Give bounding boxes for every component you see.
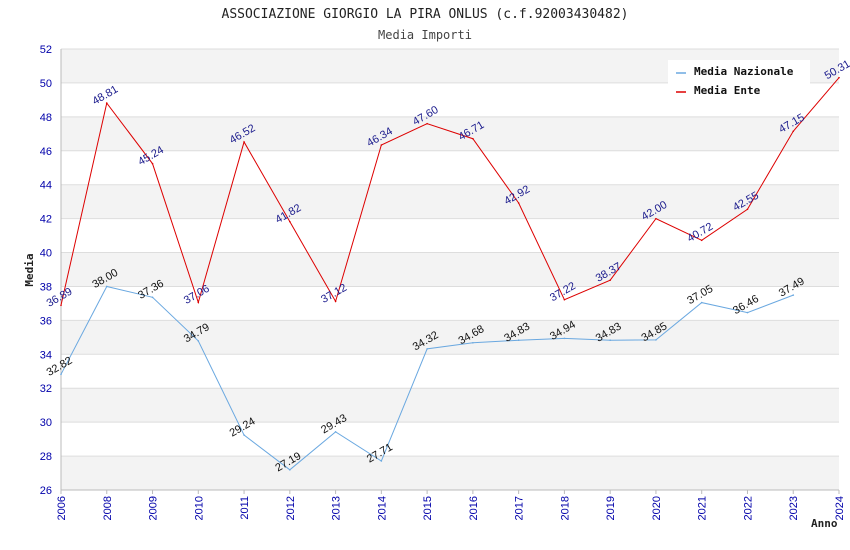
data-point-media-ente [700,239,703,242]
x-tick-label: 2017 [514,496,526,520]
x-tick-label: 2008 [102,496,114,520]
x-tick-label: 2015 [422,496,434,520]
x-tick-label: 2024 [834,496,846,520]
grid-band [61,218,839,253]
axes [60,49,839,491]
x-tick-label: 2012 [285,496,297,520]
data-point-media-nazionale [472,341,474,344]
x-tick-label: 2009 [148,496,160,520]
x-tick-label: 2016 [468,496,480,520]
data-point-media-ente [334,300,337,303]
data-point-media-ente [380,144,383,146]
data-point-media-nazionale [380,460,383,462]
grid-band [61,252,839,287]
data-point-media-ente [746,208,749,211]
y-tick-label: 46 [40,146,52,158]
data-point-media-ente [151,162,154,165]
y-tick-label: 30 [40,417,52,429]
chart-title: ASSOCIAZIONE GIORGIO LA PIRA ONLUS (c.f.… [222,7,629,22]
data-point-media-nazionale [426,348,428,350]
grid-band [61,286,839,321]
data-point-media-nazionale [609,339,611,342]
data-point-media-nazionale [700,301,703,304]
grid-bands [61,49,839,490]
data-point-media-nazionale [243,434,245,436]
x-tick-label: 2018 [559,496,571,520]
x-tick-label: 2021 [697,496,709,520]
legend-label-media-ente: Media Ente [694,84,761,97]
data-point-media-ente [243,141,245,143]
data-point-media-ente [289,220,291,223]
series-line-media-ente [60,77,840,306]
data-point-media-ente [197,301,200,304]
data-point-media-ente [792,130,795,133]
x-tick-label: 2022 [742,496,754,520]
y-tick-label: 26 [40,485,52,497]
x-tick-label: 2011 [239,496,251,520]
data-point-media-ente [60,304,62,307]
y-axis-label: Media [23,253,36,286]
grid-band [61,354,839,389]
y-tick-label: 50 [40,78,52,90]
data-point-media-ente [655,217,657,220]
grid-band [61,388,839,423]
y-tick-label: 36 [40,315,52,327]
y-tick-label: 48 [40,112,52,124]
data-point-media-nazionale [792,294,795,296]
x-tick-label: 2023 [788,496,800,520]
x-tick-label: 2010 [193,496,205,520]
x-axis-label: Anno [811,517,838,530]
data-point-media-ente [838,76,840,79]
x-tick-label: 2013 [331,496,343,520]
data-point-media-nazionale [289,469,291,471]
grid-band [61,150,839,185]
x-tick-label: 2006 [56,496,68,520]
grid-band [61,320,839,355]
data-point-media-ente [563,298,566,301]
x-axis-ticks: 2006 2008 2009 2010 2011 2012 2013 2014 2015 2016… [56,490,846,520]
grid-band [61,184,839,219]
grid-band [61,116,839,151]
data-point-media-nazionale [60,373,62,376]
legend-box [668,60,810,102]
data-point-media-ente [609,279,611,281]
grid-band [61,456,839,490]
x-tick-label: 2019 [605,496,617,520]
y-tick-label: 44 [40,180,52,192]
legend: Media Nazionale Media Ente [668,60,810,102]
series-layer [60,76,840,471]
data-point-media-nazionale [105,285,108,288]
y-tick-label: 40 [40,248,52,260]
data-point-media-nazionale [197,340,200,342]
data-point-media-ente [517,202,520,204]
y-tick-label: 32 [40,383,52,395]
y-axis-ticks: 26 28 30 32 34 36 38 40 42 44 46 48 50 52 [40,44,52,497]
data-point-media-nazionale [517,339,520,342]
y-tick-label: 38 [40,281,52,293]
x-tick-label: 2014 [376,496,388,520]
data-point-media-nazionale [563,337,566,340]
gridlines [61,48,839,491]
data-point-media-ente [426,122,428,125]
grid-band [61,422,839,457]
data-point-media-nazionale [151,296,154,299]
y-tick-label: 52 [40,44,52,56]
data-point-media-ente [105,102,108,104]
data-point-media-nazionale [746,311,749,314]
x-tick-label: 2020 [651,496,663,520]
legend-label-media-nazionale: Media Nazionale [694,65,794,78]
y-tick-label: 34 [40,349,52,361]
y-tick-label: 42 [40,214,52,226]
chart-subtitle: Media Importi [378,28,472,42]
data-point-media-nazionale [334,431,337,433]
y-tick-label: 28 [40,451,52,463]
data-point-media-nazionale [655,339,657,341]
data-point-media-ente [472,137,474,140]
